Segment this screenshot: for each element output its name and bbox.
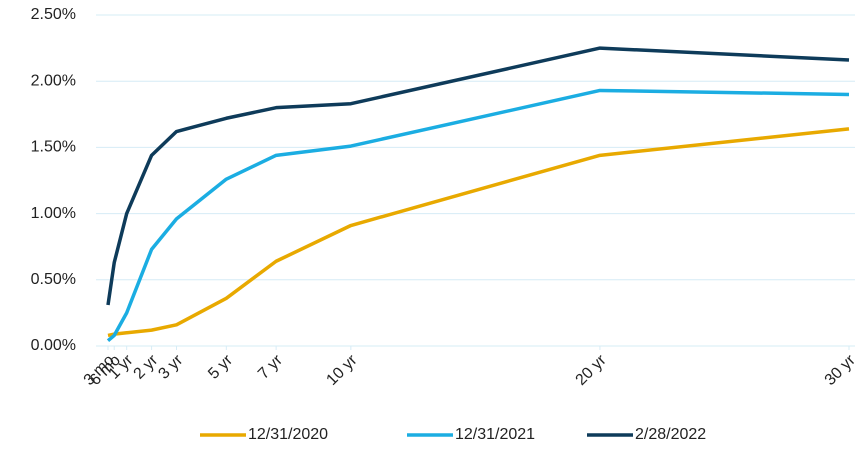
series-line bbox=[106, 88, 850, 343]
legend-label: 12/31/2021 bbox=[455, 426, 535, 443]
x-tick-label: 30 yr bbox=[822, 351, 860, 389]
legend-label: 2/28/2022 bbox=[635, 426, 706, 443]
legend-label: 12/31/2020 bbox=[248, 426, 328, 443]
x-tick-label: 2 yr bbox=[131, 351, 162, 382]
x-tick-label: 5 yr bbox=[205, 351, 236, 382]
y-tick-label: 2.00% bbox=[31, 72, 76, 89]
y-tick-label: 1.00% bbox=[31, 205, 76, 222]
y-tick-label: 0.00% bbox=[31, 337, 76, 354]
y-tick-label: 1.50% bbox=[31, 139, 76, 156]
y-tick-label: 0.50% bbox=[31, 271, 76, 288]
x-tick-label: 10 yr bbox=[323, 351, 361, 389]
x-tick-label: 20 yr bbox=[573, 351, 611, 389]
y-tick-label: 2.50% bbox=[31, 6, 76, 23]
series-line bbox=[107, 127, 850, 338]
x-tick-label: 7 yr bbox=[255, 351, 286, 382]
series-line bbox=[106, 46, 850, 306]
x-tick-label: 3 yr bbox=[155, 351, 186, 382]
